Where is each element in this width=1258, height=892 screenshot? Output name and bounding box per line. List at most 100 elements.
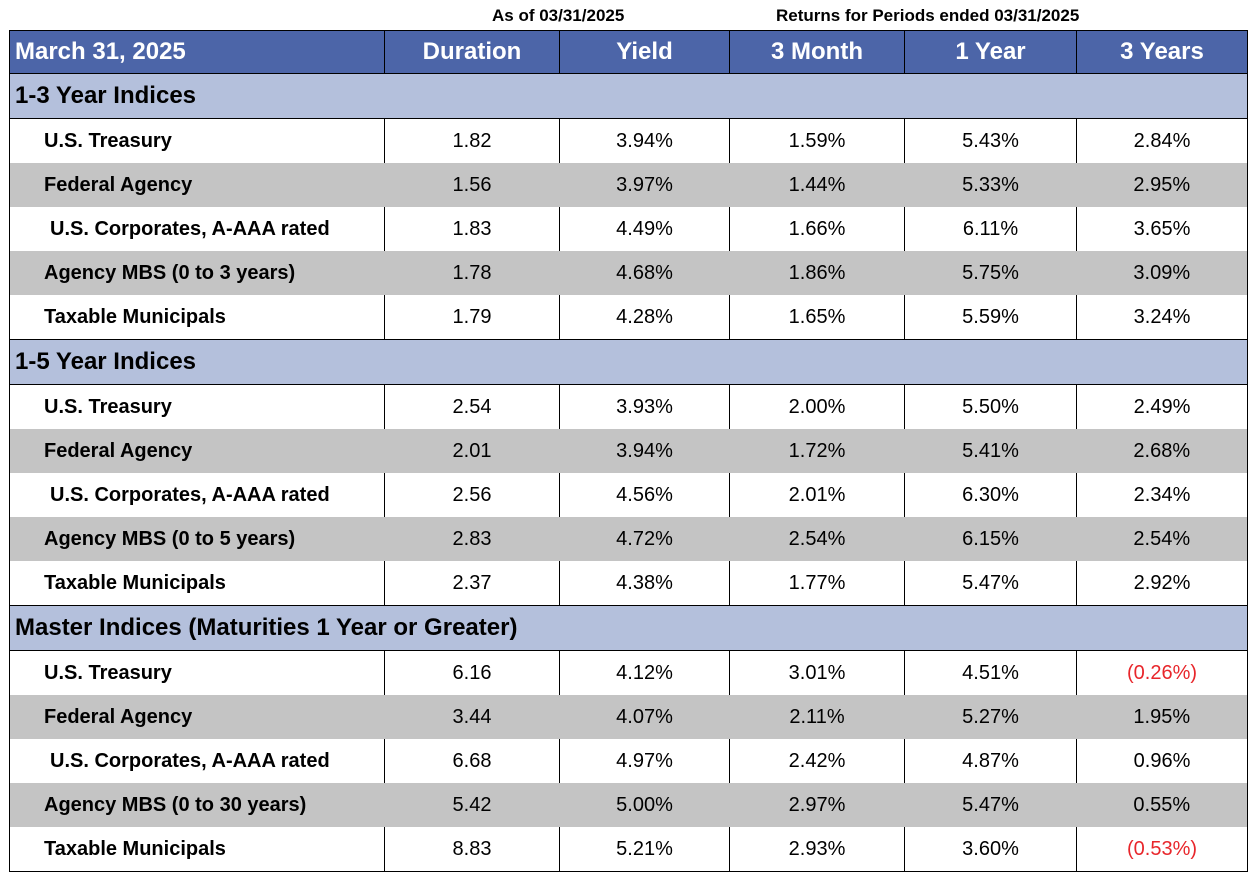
cell-3-month: 2.54% <box>729 517 905 561</box>
cell-3-years: 3.09% <box>1076 251 1248 295</box>
index-name: Taxable Municipals <box>9 827 385 872</box>
header-duration: Duration <box>384 30 560 74</box>
cell-1-year: 5.47% <box>904 561 1077 606</box>
table-row: Agency MBS (0 to 5 years) 2.83 4.72% 2.54% 6… <box>9 517 1248 561</box>
cell-1-year: 5.27% <box>904 695 1077 739</box>
table-body: 1-3 Year Indices U.S. Treasury 1.82 3.94% 1.… <box>9 73 1248 872</box>
index-returns-table: March 31, 2025 Duration Yield 3 Month 1 … <box>9 30 1248 872</box>
cell-yield: 4.28% <box>559 295 730 340</box>
cell-1-year: 5.33% <box>904 163 1077 207</box>
section-row: Master Indices (Maturities 1 Year or Gre… <box>9 605 1248 651</box>
cell-duration: 2.37 <box>384 561 560 606</box>
cell-yield: 3.93% <box>559 384 730 429</box>
cell-1-year: 4.87% <box>904 739 1077 783</box>
cell-3-years: 2.49% <box>1076 384 1248 429</box>
index-name: Agency MBS (0 to 5 years) <box>9 517 385 561</box>
cell-1-year: 6.30% <box>904 473 1077 517</box>
index-name: Federal Agency <box>9 695 385 739</box>
cell-duration: 5.42 <box>384 783 560 827</box>
cell-3-month: 2.97% <box>729 783 905 827</box>
cell-yield: 3.94% <box>559 118 730 163</box>
header-date: March 31, 2025 <box>9 30 385 74</box>
header-yield: Yield <box>559 30 730 74</box>
index-name: Taxable Municipals <box>9 295 385 340</box>
table-row: U.S. Treasury 1.82 3.94% 1.59% 5.43% 2.84% <box>9 118 1248 163</box>
cell-duration: 2.01 <box>384 429 560 473</box>
table-row: Taxable Municipals 2.37 4.38% 1.77% 5.47% 2.9… <box>9 561 1248 606</box>
cell-3-years: 1.95% <box>1076 695 1248 739</box>
table-row: U.S. Corporates, A-AAA rated 2.56 4.56% 2.0… <box>9 473 1248 517</box>
cell-3-month: 1.77% <box>729 561 905 606</box>
cell-duration: 6.16 <box>384 650 560 695</box>
cell-3-years: (0.53%) <box>1076 827 1248 872</box>
section-title: 1-3 Year Indices <box>9 73 1248 119</box>
cell-yield: 4.97% <box>559 739 730 783</box>
cell-yield: 4.72% <box>559 517 730 561</box>
section-row: 1-3 Year Indices <box>9 73 1248 119</box>
index-name: Taxable Municipals <box>9 561 385 606</box>
table-row: Taxable Municipals 8.83 5.21% 2.93% 3.60% (0.… <box>9 827 1248 872</box>
cell-duration: 2.56 <box>384 473 560 517</box>
section-title: 1-5 Year Indices <box>9 339 1248 385</box>
cell-1-year: 6.15% <box>904 517 1077 561</box>
index-name: U.S. Corporates, A-AAA rated <box>9 739 385 783</box>
cell-duration: 1.82 <box>384 118 560 163</box>
table-row: Agency MBS (0 to 30 years) 5.42 5.00% 2.97%… <box>9 783 1248 827</box>
table-row: U.S. Treasury 6.16 4.12% 3.01% 4.51% (0.26%) <box>9 650 1248 695</box>
table-row: Federal Agency 2.01 3.94% 1.72% 5.41% 2.68% <box>9 429 1248 473</box>
header-1-year: 1 Year <box>904 30 1077 74</box>
cell-duration: 1.83 <box>384 207 560 251</box>
cell-3-month: 1.59% <box>729 118 905 163</box>
cell-3-years: 3.24% <box>1076 295 1248 340</box>
index-name: Federal Agency <box>9 429 385 473</box>
cell-duration: 3.44 <box>384 695 560 739</box>
table-row: U.S. Corporates, A-AAA rated 1.83 4.49% 1.6… <box>9 207 1248 251</box>
cell-yield: 4.12% <box>559 650 730 695</box>
cell-3-month: 1.44% <box>729 163 905 207</box>
cell-3-month: 1.72% <box>729 429 905 473</box>
cell-3-years: 2.84% <box>1076 118 1248 163</box>
table-row: U.S. Treasury 2.54 3.93% 2.00% 5.50% 2.49% <box>9 384 1248 429</box>
cell-duration: 2.83 <box>384 517 560 561</box>
table-row: Taxable Municipals 1.79 4.28% 1.65% 5.59% 3.2… <box>9 295 1248 340</box>
index-name: Agency MBS (0 to 30 years) <box>9 783 385 827</box>
cell-1-year: 4.51% <box>904 650 1077 695</box>
cell-1-year: 5.59% <box>904 295 1077 340</box>
table-row: Agency MBS (0 to 3 years) 1.78 4.68% 1.86% 5… <box>9 251 1248 295</box>
table-row: Federal Agency 3.44 4.07% 2.11% 5.27% 1.95% <box>9 695 1248 739</box>
cell-yield: 4.38% <box>559 561 730 606</box>
table-row: Federal Agency 1.56 3.97% 1.44% 5.33% 2.95% <box>9 163 1248 207</box>
cell-1-year: 5.43% <box>904 118 1077 163</box>
cell-duration: 6.68 <box>384 739 560 783</box>
index-name: U.S. Corporates, A-AAA rated <box>9 207 385 251</box>
header-3-years: 3 Years <box>1076 30 1248 74</box>
cell-3-month: 1.65% <box>729 295 905 340</box>
cell-duration: 1.56 <box>384 163 560 207</box>
table-row: U.S. Corporates, A-AAA rated 6.68 4.97% 2.4… <box>9 739 1248 783</box>
cell-1-year: 5.47% <box>904 783 1077 827</box>
cell-3-years: 0.55% <box>1076 783 1248 827</box>
cell-duration: 1.79 <box>384 295 560 340</box>
cell-1-year: 3.60% <box>904 827 1077 872</box>
cell-3-month: 1.86% <box>729 251 905 295</box>
cell-3-years: 2.95% <box>1076 163 1248 207</box>
cell-yield: 4.56% <box>559 473 730 517</box>
cell-3-years: 2.54% <box>1076 517 1248 561</box>
cell-yield: 3.97% <box>559 163 730 207</box>
cell-yield: 5.00% <box>559 783 730 827</box>
cell-3-month: 2.93% <box>729 827 905 872</box>
cell-1-year: 5.41% <box>904 429 1077 473</box>
column-group-labels: As of 03/31/2025 Returns for Periods end… <box>0 0 1258 30</box>
cell-1-year: 6.11% <box>904 207 1077 251</box>
returns-period-label: Returns for Periods ended 03/31/2025 <box>776 6 1080 25</box>
cell-yield: 5.21% <box>559 827 730 872</box>
cell-yield: 3.94% <box>559 429 730 473</box>
cell-1-year: 5.50% <box>904 384 1077 429</box>
index-name: U.S. Corporates, A-AAA rated <box>9 473 385 517</box>
cell-3-month: 3.01% <box>729 650 905 695</box>
cell-3-years: 2.92% <box>1076 561 1248 606</box>
cell-1-year: 5.75% <box>904 251 1077 295</box>
index-name: Agency MBS (0 to 3 years) <box>9 251 385 295</box>
cell-duration: 1.78 <box>384 251 560 295</box>
cell-duration: 8.83 <box>384 827 560 872</box>
